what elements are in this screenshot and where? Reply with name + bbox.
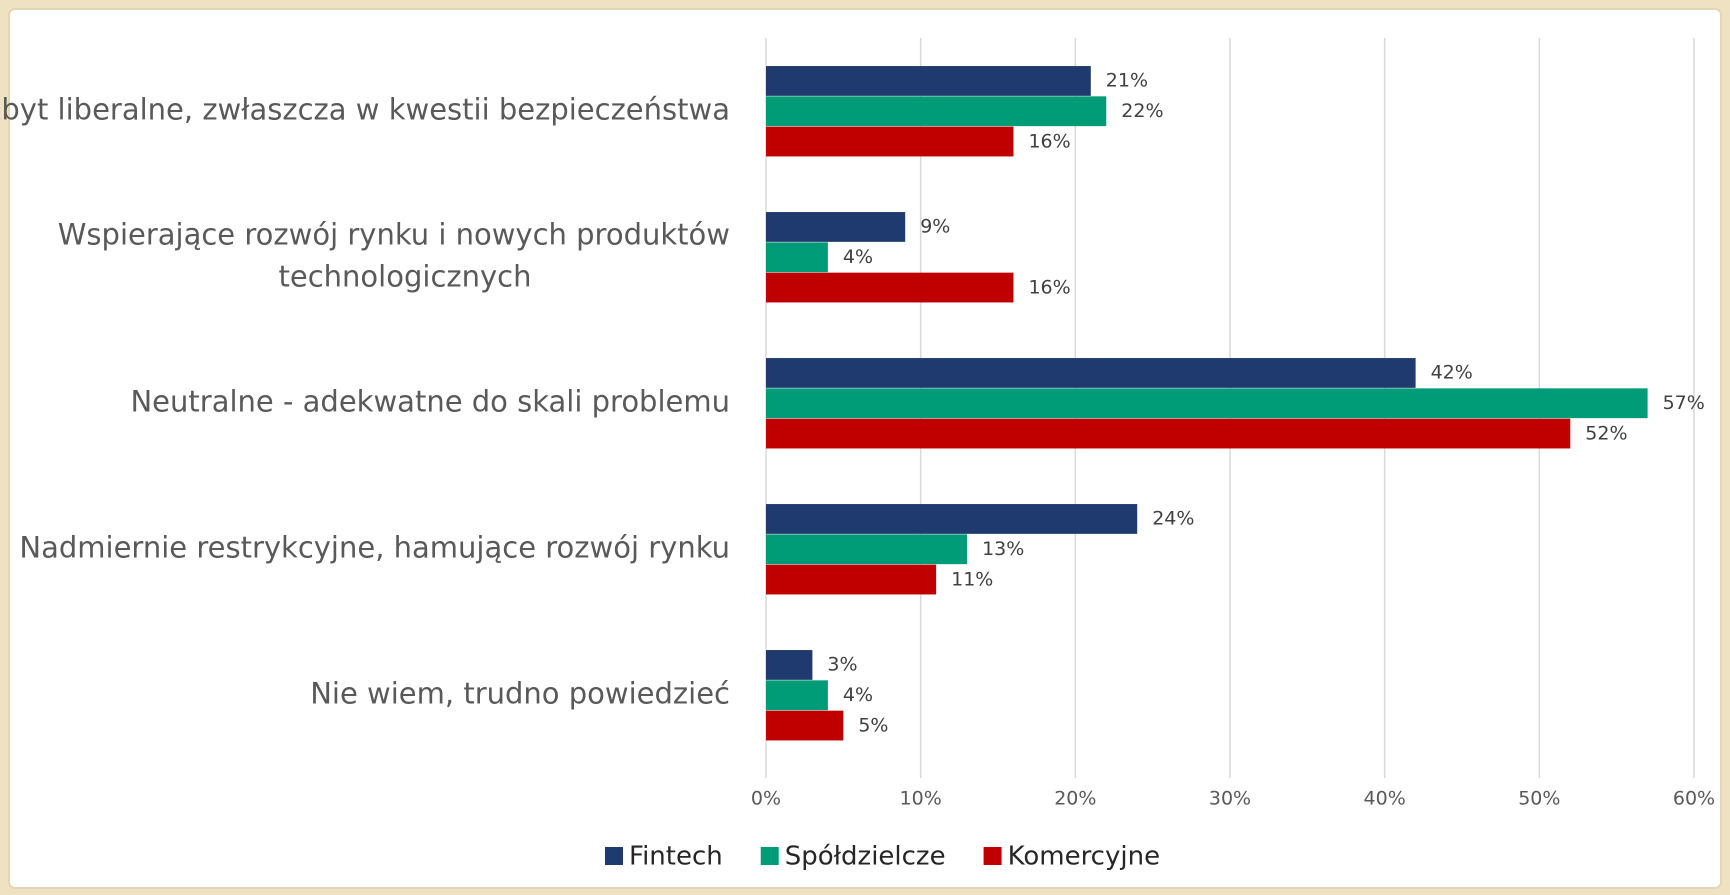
legend-label: Komercyjne <box>1008 842 1160 872</box>
value-label: 24% <box>1152 508 1194 530</box>
x-tick-label: 60% <box>1673 788 1715 810</box>
chart-panel <box>8 8 1722 889</box>
category-label-line: Wspierające rozwój rynku i nowych produk… <box>58 218 730 252</box>
category-label-line: Nadmiernie restrykcyjne, hamujące rozwój… <box>19 531 730 565</box>
bar <box>766 388 1648 419</box>
legend-label: Fintech <box>629 842 723 872</box>
value-label: 21% <box>1106 70 1148 92</box>
category-label: Neutralne - adekwatne do skali problemu <box>130 385 730 419</box>
bar <box>766 418 1571 449</box>
bar <box>766 212 906 242</box>
x-tick-label: 0% <box>751 788 781 810</box>
value-label: 16% <box>1028 276 1070 298</box>
category-label-line: Nie wiem, trudno powiedzieć <box>310 677 730 711</box>
value-label: 13% <box>982 538 1024 560</box>
legend-swatch <box>605 847 623 865</box>
value-label: 11% <box>951 568 993 590</box>
x-tick-label: 50% <box>1518 788 1560 810</box>
value-label: 42% <box>1431 362 1473 384</box>
category-label: Zbyt liberalne, zwłaszcza w kwestii bezp… <box>0 93 730 127</box>
legend-swatch <box>760 847 779 865</box>
category-label-line: Zbyt liberalne, zwłaszcza w kwestii bezp… <box>0 93 730 127</box>
x-tick-label: 30% <box>1209 788 1251 810</box>
legend-label: Spółdzielcze <box>785 842 946 872</box>
value-label: 3% <box>827 654 857 676</box>
bar <box>766 96 1107 127</box>
value-label: 9% <box>920 216 950 238</box>
bar <box>766 564 937 595</box>
legend-swatch <box>983 847 1002 865</box>
bar <box>766 126 1014 157</box>
bar <box>766 242 828 273</box>
bar <box>766 66 1091 96</box>
bar <box>766 504 1138 534</box>
category-label: Nadmiernie restrykcyjne, hamujące rozwój… <box>19 531 730 565</box>
category-label-line: technologicznych <box>279 260 532 294</box>
value-label: 4% <box>843 246 873 268</box>
value-label: 22% <box>1121 100 1163 122</box>
bar <box>766 272 1014 303</box>
value-label: 57% <box>1663 392 1705 414</box>
value-label: 16% <box>1028 130 1070 152</box>
x-tick-label: 40% <box>1364 788 1406 810</box>
category-label-line: Neutralne - adekwatne do skali problemu <box>130 385 730 419</box>
x-tick-label: 20% <box>1054 788 1096 810</box>
x-tick-label: 10% <box>900 788 942 810</box>
bar <box>766 358 1416 388</box>
value-label: 52% <box>1585 422 1627 444</box>
bar <box>766 710 844 741</box>
category-label: Nie wiem, trudno powiedzieć <box>310 677 730 711</box>
value-label: 4% <box>843 684 873 706</box>
bar <box>766 680 828 711</box>
category-label: Wspierające rozwój rynku i nowych produk… <box>58 218 730 294</box>
bar <box>766 650 813 680</box>
value-label: 5% <box>858 714 888 736</box>
bar <box>766 534 968 565</box>
